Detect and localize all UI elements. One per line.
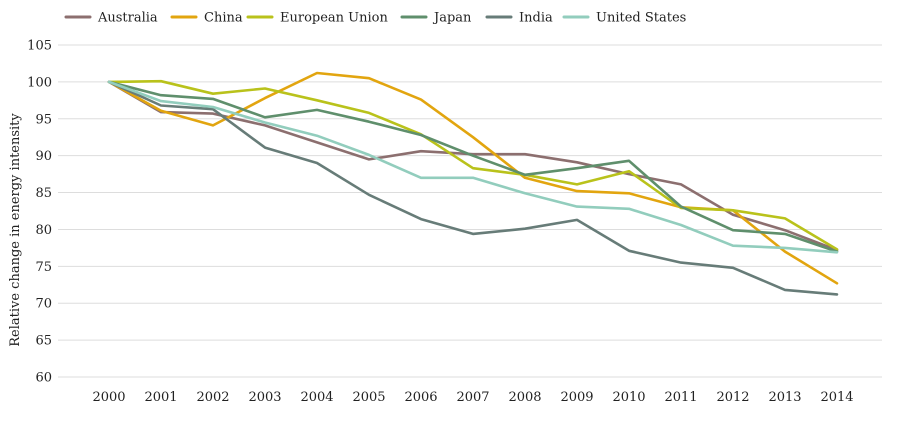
y-axis-ticks: 60 65 70 75 80 85 90 95 100 105	[27, 39, 52, 386]
y-tick-label: 90	[35, 149, 52, 164]
series-line-european-union	[107, 79, 839, 251]
legend-label-india: India	[519, 11, 553, 26]
y-tick-label: 70	[35, 297, 52, 312]
x-tick-label: 2001	[144, 390, 177, 405]
y-axis-title: Relative change in energy intensity	[8, 113, 23, 347]
x-tick-label: 2000	[92, 390, 125, 405]
x-tick-label: 2013	[768, 390, 801, 405]
y-tick-label: 60	[35, 371, 52, 386]
x-tick-label: 2008	[508, 390, 541, 405]
x-tick-label: 2012	[716, 390, 749, 405]
y-tick-label: 105	[27, 39, 52, 54]
series-line-australia	[107, 80, 839, 252]
legend-label-china: China	[204, 11, 243, 26]
x-tick-label: 2004	[300, 390, 333, 405]
x-tick-label: 2003	[248, 390, 281, 405]
series-line-india	[107, 80, 839, 296]
y-tick-label: 65	[35, 334, 52, 349]
legend-label-japan: Japan	[432, 11, 472, 26]
y-tick-label: 95	[35, 112, 52, 127]
x-tick-label: 2002	[196, 390, 229, 405]
legend-label-european-union: European Union	[280, 11, 388, 26]
legend-label-united-states: United States	[596, 11, 686, 26]
legend: Australia China European Union Japan India Un…	[64, 11, 686, 26]
x-tick-label: 2007	[456, 390, 489, 405]
x-axis-ticks: 2000 2001 2002 2003 2004 2005 2006 2007 2008 2009…	[92, 390, 853, 405]
x-tick-label: 2009	[560, 390, 593, 405]
legend-label-australia: Australia	[97, 11, 158, 26]
y-tick-label: 85	[35, 186, 52, 201]
y-tick-label: 80	[35, 223, 52, 238]
x-tick-label: 2005	[352, 390, 385, 405]
y-tick-label: 75	[35, 260, 52, 275]
x-tick-label: 2006	[404, 390, 437, 405]
series-line-united-states	[107, 80, 839, 254]
series-lines	[107, 71, 839, 296]
x-tick-label: 2014	[820, 390, 853, 405]
x-tick-label: 2010	[612, 390, 645, 405]
y-tick-label: 100	[27, 75, 52, 90]
series-line-japan	[107, 80, 839, 253]
x-tick-label: 2011	[664, 390, 697, 405]
grid-lines	[58, 44, 882, 378]
